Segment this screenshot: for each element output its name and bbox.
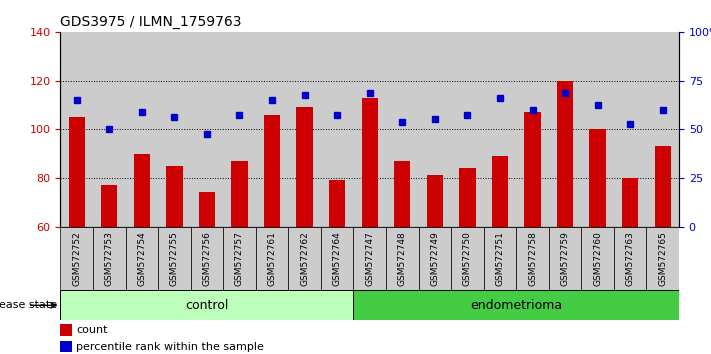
Text: GSM572764: GSM572764 <box>333 231 342 286</box>
Text: count: count <box>76 325 107 335</box>
Bar <box>126 227 158 290</box>
Text: GSM572751: GSM572751 <box>496 231 504 286</box>
Bar <box>459 168 476 227</box>
Text: GSM572749: GSM572749 <box>430 231 439 286</box>
Text: GSM572750: GSM572750 <box>463 231 472 286</box>
Bar <box>483 227 516 290</box>
Bar <box>655 146 671 227</box>
Bar <box>296 107 313 227</box>
Bar <box>582 227 614 290</box>
Bar <box>256 227 289 290</box>
Bar <box>321 227 353 290</box>
Bar <box>166 166 183 227</box>
Bar <box>557 81 573 227</box>
Bar <box>134 154 150 227</box>
Text: GSM572748: GSM572748 <box>397 231 407 286</box>
Bar <box>516 32 549 227</box>
Text: GSM572762: GSM572762 <box>300 231 309 286</box>
Bar <box>582 32 614 227</box>
Bar <box>289 227 321 290</box>
Bar <box>223 32 256 227</box>
Text: GSM572754: GSM572754 <box>137 231 146 286</box>
Bar <box>614 32 646 227</box>
Text: GSM572752: GSM572752 <box>73 231 81 286</box>
Text: GSM572765: GSM572765 <box>658 231 667 286</box>
Text: GSM572755: GSM572755 <box>170 231 179 286</box>
Bar <box>492 156 508 227</box>
Bar <box>549 227 582 290</box>
Bar <box>191 227 223 290</box>
Bar <box>60 227 93 290</box>
Bar <box>60 324 72 336</box>
Bar <box>126 32 158 227</box>
Text: percentile rank within the sample: percentile rank within the sample <box>76 342 264 352</box>
Text: disease state: disease state <box>0 300 57 310</box>
Bar <box>483 32 516 227</box>
Bar <box>68 117 85 227</box>
Bar <box>386 227 419 290</box>
Bar <box>60 32 93 227</box>
Bar <box>524 112 540 227</box>
Bar <box>589 129 606 227</box>
Bar <box>353 32 386 227</box>
Bar <box>223 227 256 290</box>
Text: GSM572761: GSM572761 <box>267 231 277 286</box>
Text: GSM572747: GSM572747 <box>365 231 374 286</box>
Bar <box>646 32 679 227</box>
Bar <box>622 178 638 227</box>
Bar <box>353 290 679 320</box>
Text: GSM572763: GSM572763 <box>626 231 635 286</box>
Text: GSM572757: GSM572757 <box>235 231 244 286</box>
Bar <box>231 161 247 227</box>
Bar <box>329 180 346 227</box>
Text: control: control <box>186 299 229 312</box>
Text: GSM572753: GSM572753 <box>105 231 114 286</box>
Bar <box>353 227 386 290</box>
Bar <box>199 193 215 227</box>
Bar <box>60 290 353 320</box>
Bar <box>614 227 646 290</box>
Bar <box>646 227 679 290</box>
Bar <box>549 32 582 227</box>
Bar <box>419 32 451 227</box>
Bar <box>427 176 443 227</box>
Text: GSM572758: GSM572758 <box>528 231 537 286</box>
Bar <box>93 227 126 290</box>
Text: GSM572759: GSM572759 <box>560 231 570 286</box>
Bar <box>191 32 223 227</box>
Text: endometrioma: endometrioma <box>470 299 562 312</box>
Bar <box>158 227 191 290</box>
Bar <box>264 115 280 227</box>
Bar <box>451 32 483 227</box>
Bar <box>419 227 451 290</box>
Bar <box>158 32 191 227</box>
Bar <box>516 227 549 290</box>
Bar <box>93 32 126 227</box>
Bar <box>394 161 410 227</box>
Text: GSM572756: GSM572756 <box>203 231 211 286</box>
Bar <box>256 32 289 227</box>
Bar <box>386 32 419 227</box>
Bar <box>289 32 321 227</box>
Bar <box>321 32 353 227</box>
Text: GDS3975 / ILMN_1759763: GDS3975 / ILMN_1759763 <box>60 16 242 29</box>
Bar <box>101 185 117 227</box>
Text: GSM572760: GSM572760 <box>593 231 602 286</box>
Bar <box>451 227 483 290</box>
Bar <box>362 98 378 227</box>
Bar <box>60 341 72 352</box>
